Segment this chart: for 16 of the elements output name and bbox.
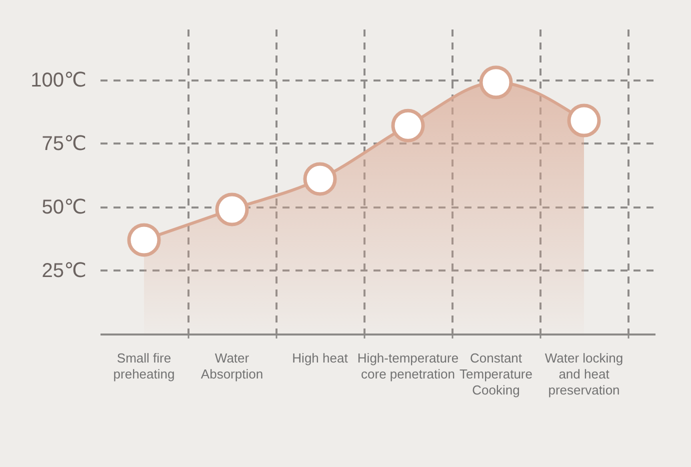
x-tick-label: Constant Temperature Cooking: [460, 350, 532, 398]
y-tick-label: 100℃: [30, 69, 86, 92]
x-tick-label: High heat: [292, 350, 348, 366]
y-tick-label: 75℃: [42, 132, 86, 155]
x-tick-label: Water locking and heat preservation: [544, 350, 624, 398]
y-tick-label: 25℃: [42, 260, 86, 282]
x-tick-label: High-temperature core penetration: [357, 350, 459, 382]
point: [391, 108, 425, 142]
point: [479, 66, 513, 100]
point: [567, 104, 601, 138]
point: [127, 223, 161, 257]
point: [303, 162, 337, 196]
x-tick-label: Small fire preheating: [113, 350, 175, 382]
x-tick-label: Water Absorption: [200, 350, 264, 382]
y-tick-label: 50℃: [42, 196, 86, 218]
point: [215, 192, 249, 226]
